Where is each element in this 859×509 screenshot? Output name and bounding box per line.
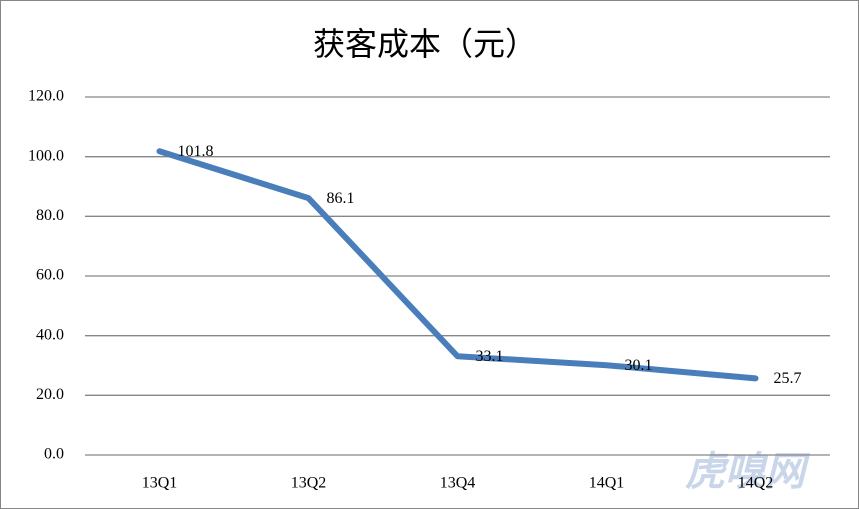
data-line (156, 148, 759, 382)
data-label: 101.8 (178, 143, 214, 160)
y-tick-label: 40.0 (36, 326, 64, 343)
data-label: 86.1 (327, 190, 355, 207)
y-tick-label: 80.0 (36, 207, 64, 224)
x-tick-label: 14Q2 (738, 475, 774, 492)
x-tick-label: 14Q1 (589, 475, 625, 492)
x-tick-label: 13Q4 (440, 475, 476, 492)
y-tick-label: 120.0 (28, 88, 64, 105)
data-label: 33.1 (476, 348, 504, 365)
chart-title: 获客成本（元） (313, 25, 537, 63)
y-tick-label: 60.0 (36, 267, 64, 284)
watermark: 虎嗅网 (685, 449, 811, 495)
data-label: 30.1 (625, 357, 653, 374)
x-tick-label: 13Q2 (291, 475, 327, 492)
y-tick-label: 0.0 (44, 446, 64, 463)
x-tick-label: 13Q1 (142, 475, 178, 492)
y-tick-label: 100.0 (28, 147, 64, 164)
data-label: 25.7 (774, 370, 802, 387)
y-tick-label: 20.0 (36, 386, 64, 403)
